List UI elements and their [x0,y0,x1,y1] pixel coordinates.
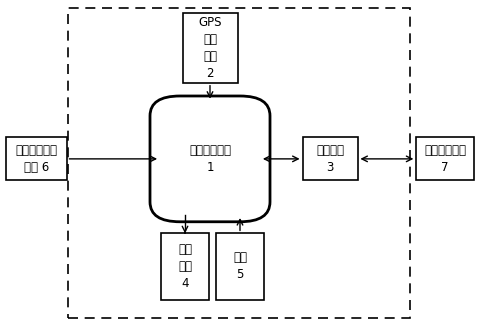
Bar [68,8,410,318]
FancyBboxPatch shape [161,233,209,300]
FancyBboxPatch shape [216,233,264,300]
Text: 远程控制中心
7: 远程控制中心 7 [424,144,466,174]
FancyBboxPatch shape [182,13,238,83]
FancyBboxPatch shape [6,137,66,180]
Text: GPS
定位
单元
2: GPS 定位 单元 2 [198,16,222,80]
FancyBboxPatch shape [302,137,358,180]
FancyBboxPatch shape [416,137,474,180]
Text: 中央处理单元
1: 中央处理单元 1 [189,144,231,174]
Text: 显示
单元
4: 显示 单元 4 [178,243,192,290]
Text: 通信单元
3: 通信单元 3 [316,144,344,174]
Text: 油量信息采集
系统 6: 油量信息采集 系统 6 [16,144,58,174]
FancyBboxPatch shape [150,96,270,222]
Text: 键盘
5: 键盘 5 [233,252,247,281]
